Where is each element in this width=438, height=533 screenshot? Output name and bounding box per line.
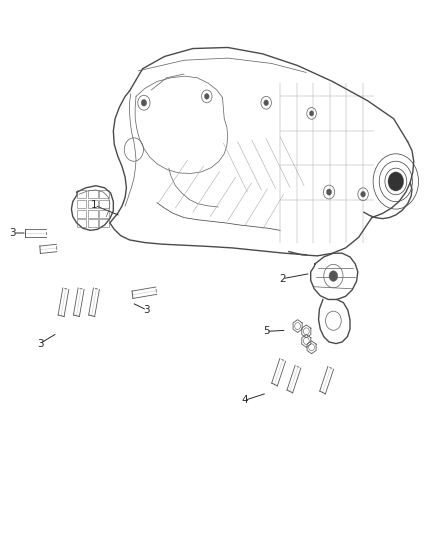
- Bar: [88, 200, 98, 208]
- Bar: [99, 190, 109, 198]
- Bar: [77, 190, 86, 198]
- Bar: [77, 209, 86, 217]
- Bar: [77, 200, 86, 208]
- Circle shape: [309, 111, 314, 116]
- Text: 4: 4: [241, 395, 247, 406]
- Bar: [88, 219, 98, 227]
- Circle shape: [329, 271, 338, 281]
- Circle shape: [361, 191, 365, 197]
- Circle shape: [264, 100, 268, 106]
- Bar: [99, 219, 109, 227]
- Text: 3: 3: [10, 228, 16, 238]
- Circle shape: [205, 93, 209, 99]
- Circle shape: [141, 100, 147, 106]
- Circle shape: [388, 172, 404, 191]
- Bar: [88, 190, 98, 198]
- Text: 5: 5: [263, 326, 269, 336]
- Bar: [99, 209, 109, 217]
- Text: 3: 3: [144, 305, 150, 315]
- Bar: [77, 219, 86, 227]
- Text: 1: 1: [91, 200, 98, 211]
- Bar: [99, 200, 109, 208]
- Text: 3: 3: [37, 338, 43, 349]
- Text: 2: 2: [279, 274, 286, 284]
- Circle shape: [326, 189, 332, 195]
- Bar: [88, 209, 98, 217]
